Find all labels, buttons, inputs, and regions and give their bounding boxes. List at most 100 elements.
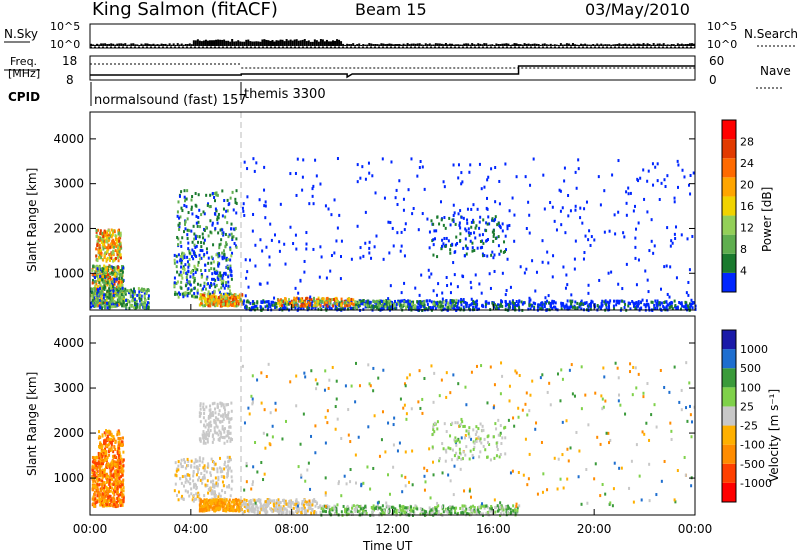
range-gate-cell (186, 255, 189, 259)
nsky-bar (98, 44, 101, 46)
range-gate-cell (464, 244, 467, 248)
range-gate-cell (518, 306, 521, 310)
range-gate-cell (648, 249, 651, 253)
range-gate-cell (228, 425, 231, 429)
range-gate-cell (108, 253, 111, 257)
range-gate-cell (228, 466, 231, 470)
range-gate-cell (492, 301, 495, 305)
range-gate-cell (112, 450, 115, 454)
range-gate-cell (99, 232, 102, 236)
range-gate-cell (314, 301, 317, 305)
range-gate-cell (100, 448, 103, 452)
nsky-bar (362, 44, 365, 46)
range-gate-cell (209, 284, 212, 288)
range-gate-cell (310, 307, 313, 311)
range-gate-cell (145, 306, 148, 310)
nsky-bar (519, 44, 522, 46)
range-gate-cell (551, 306, 554, 310)
range-gate-cell (203, 473, 206, 477)
range-gate-cell (101, 278, 104, 282)
range-gate-cell (214, 278, 217, 282)
range-gate-cell (186, 457, 189, 461)
range-gate-cell (580, 307, 583, 311)
nsky-bar (327, 41, 330, 46)
range-gate-cell (108, 494, 111, 498)
range-gate-cell (188, 251, 191, 255)
range-gate-cell (122, 486, 125, 490)
range-gate-cell (229, 268, 232, 272)
nsky-bar (231, 39, 234, 46)
range-gate-cell (197, 467, 200, 471)
range-gate-cell (412, 306, 415, 310)
range-gate-cell (228, 459, 231, 463)
range-gate-cell (103, 254, 106, 258)
range-gate-cell (245, 307, 248, 311)
range-gate-cell (541, 239, 544, 243)
range-gate-cell (179, 270, 182, 274)
range-gate-cell (102, 489, 105, 493)
range-gate-cell (111, 251, 114, 255)
range-gate-cell (103, 269, 106, 273)
range-gate-cell (577, 167, 580, 171)
range-gate-cell (597, 175, 600, 179)
range-gate-cell (193, 252, 196, 256)
range-gate-cell (212, 302, 215, 306)
nsky-bar (368, 43, 371, 46)
range-gate-cell (191, 212, 194, 216)
range-gate-cell (202, 435, 205, 439)
range-gate-cell (588, 229, 591, 233)
nsky-bar (174, 44, 177, 46)
nsky-bar (170, 44, 173, 46)
range-gate-cell (98, 446, 101, 450)
range-gate-cell (274, 305, 277, 309)
range-gate-cell (100, 499, 103, 503)
range-gate-cell (121, 273, 124, 277)
range-gate-cell (573, 257, 576, 261)
range-gate-cell (95, 267, 98, 271)
range-gate-cell (635, 283, 638, 287)
range-gate-cell (427, 268, 430, 272)
range-gate-cell (694, 307, 697, 311)
range-gate-cell (93, 456, 96, 460)
range-gate-cell (340, 297, 343, 301)
range-gate-cell (203, 469, 206, 473)
range-gate-cell (176, 210, 179, 214)
range-gate-cell (501, 229, 504, 233)
range-gate-cell (97, 250, 100, 254)
range-gate-cell (210, 480, 213, 484)
range-gate-cell (118, 497, 121, 501)
power-colorbar-tick: 8 (740, 243, 747, 256)
range-gate-cell (474, 302, 477, 306)
range-gate-cell (110, 228, 113, 232)
range-gate-cell (122, 489, 125, 493)
range-gate-cell (669, 244, 672, 248)
range-gate-cell (480, 187, 483, 191)
range-gate-cell (229, 494, 232, 498)
range-gate-cell (558, 188, 561, 192)
range-gate-cell (179, 215, 182, 219)
range-gate-cell (213, 502, 216, 506)
range-gate-cell (230, 409, 233, 413)
range-gate-cell (641, 298, 644, 302)
nsky-bar (658, 43, 661, 46)
range-gate-cell (460, 215, 463, 219)
range-gate-cell (229, 258, 232, 262)
range-gate-cell (221, 480, 224, 484)
range-gate-cell (97, 479, 100, 483)
range-gate-cell (201, 460, 204, 464)
nsky-bar (557, 44, 560, 46)
range-gate-cell (487, 215, 490, 219)
range-gate-cell (112, 296, 115, 300)
range-gate-cell (102, 275, 105, 279)
range-gate-cell (188, 473, 191, 477)
nsky-bar (342, 43, 345, 46)
range-gate-cell (656, 306, 659, 310)
range-gate-cell (121, 495, 124, 499)
range-gate-cell (118, 243, 121, 247)
range-gate-cell (242, 209, 245, 213)
range-gate-cell (188, 494, 191, 498)
range-gate-cell (207, 295, 210, 299)
range-gate-cell (117, 494, 120, 498)
range-gate-cell (217, 301, 220, 305)
range-gate-cell (108, 463, 111, 467)
